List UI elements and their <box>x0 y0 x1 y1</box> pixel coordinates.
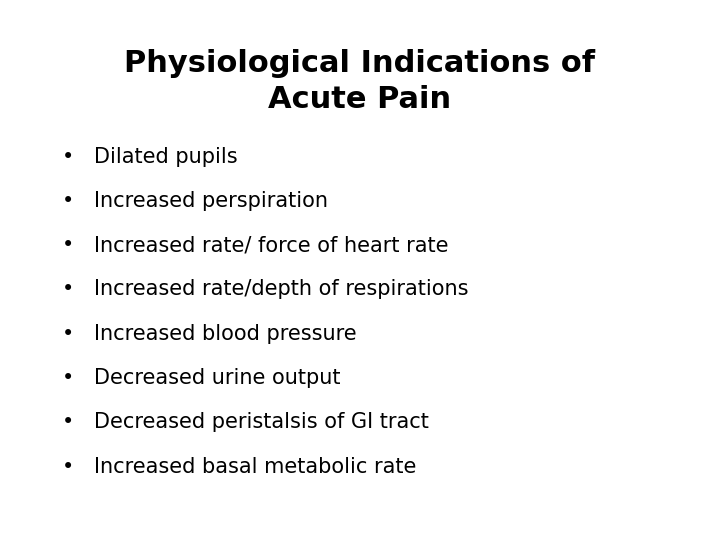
Text: •: • <box>62 456 75 477</box>
Text: Increased rate/depth of respirations: Increased rate/depth of respirations <box>94 279 468 300</box>
Text: Physiological Indications of
Acute Pain: Physiological Indications of Acute Pain <box>125 49 595 113</box>
Text: •: • <box>62 146 75 167</box>
Text: Decreased urine output: Decreased urine output <box>94 368 340 388</box>
Text: •: • <box>62 412 75 433</box>
Text: •: • <box>62 368 75 388</box>
Text: Increased basal metabolic rate: Increased basal metabolic rate <box>94 456 416 477</box>
Text: Increased blood pressure: Increased blood pressure <box>94 323 356 344</box>
Text: •: • <box>62 235 75 255</box>
Text: •: • <box>62 191 75 211</box>
Text: Dilated pupils: Dilated pupils <box>94 146 237 167</box>
Text: •: • <box>62 279 75 300</box>
Text: Increased perspiration: Increased perspiration <box>94 191 328 211</box>
Text: Decreased peristalsis of GI tract: Decreased peristalsis of GI tract <box>94 412 428 433</box>
Text: Increased rate/ force of heart rate: Increased rate/ force of heart rate <box>94 235 448 255</box>
Text: •: • <box>62 323 75 344</box>
